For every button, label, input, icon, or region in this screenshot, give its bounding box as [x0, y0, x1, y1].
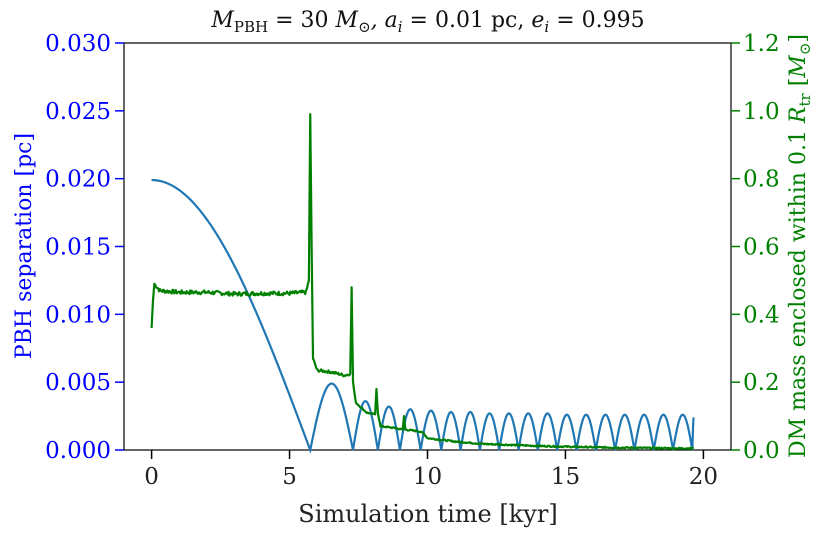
right-tick-label: 0.4	[743, 302, 780, 328]
left-tick-label: 0.000	[45, 438, 111, 464]
right-tick-label: 0.0	[743, 438, 780, 464]
x-tick-label: 5	[282, 464, 297, 490]
dm-mass-line	[150, 113, 695, 451]
right-axis: 0.0 0.2 0.4 0.6 0.8 1.0 1.2	[731, 31, 780, 464]
x-tick-label: 0	[144, 464, 159, 490]
series-pbh-separation	[151, 178, 695, 454]
pbh-separation-line	[151, 178, 695, 454]
right-tick-label: 0.6	[743, 235, 780, 261]
left-tick-label: 0.005	[45, 370, 111, 396]
left-tick-label: 0.015	[45, 235, 111, 261]
x-tick-label: 10	[413, 464, 442, 490]
left-tick-label: 0.020	[45, 167, 111, 193]
right-tick-label: 0.2	[743, 370, 780, 396]
left-tick-label: 0.030	[45, 31, 111, 57]
right-tick-label: 1.0	[743, 99, 780, 125]
chart-title: MPBH = 30 M⊙, ai = 0.01 pc, ei = 0.995	[210, 8, 644, 36]
right-tick-label: 0.8	[743, 167, 780, 193]
plot-area	[123, 42, 732, 451]
x-tick-label: 20	[689, 464, 718, 490]
series-dm-mass	[150, 113, 695, 451]
x-axis-label: Simulation time [kyr]	[298, 500, 557, 528]
x-axis: 0 5 10 15 20	[144, 450, 718, 490]
x-tick-label: 15	[551, 464, 580, 490]
left-axis-label: PBH separation [pc]	[12, 133, 37, 359]
right-axis-label: DM mass enclosed within 0.1 Rtr [M⊙]	[786, 34, 814, 458]
left-axis: 0.000 0.005 0.010 0.015 0.020 0.025 0.030	[45, 31, 124, 464]
right-tick-label: 1.2	[743, 31, 780, 57]
left-tick-label: 0.010	[45, 302, 111, 328]
left-tick-label: 0.025	[45, 99, 111, 125]
